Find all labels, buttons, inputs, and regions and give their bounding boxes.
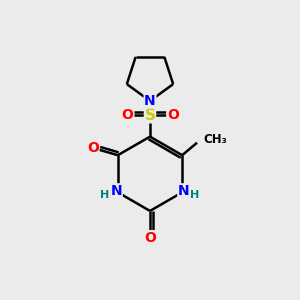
Text: N: N: [178, 184, 190, 198]
Text: N: N: [144, 94, 156, 108]
Text: CH₃: CH₃: [204, 133, 227, 146]
Text: N: N: [110, 184, 122, 198]
Text: O: O: [121, 108, 133, 122]
Text: H: H: [100, 190, 110, 200]
Text: O: O: [167, 108, 179, 122]
Text: O: O: [87, 141, 99, 155]
Text: O: O: [144, 231, 156, 245]
Text: S: S: [145, 108, 155, 123]
Text: H: H: [190, 190, 200, 200]
